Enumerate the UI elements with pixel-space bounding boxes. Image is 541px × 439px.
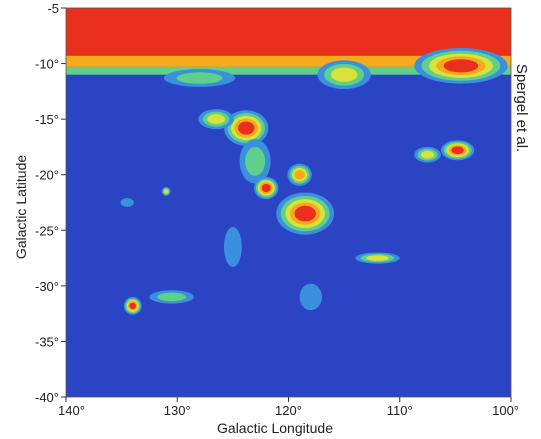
cloud-level-1: [120, 198, 134, 207]
y-tick-label: -10°: [35, 57, 59, 72]
cloud-level-3: [330, 67, 358, 82]
x-tick-label: 110°: [387, 403, 413, 418]
y-tick-label: -35°: [35, 334, 59, 349]
cloud-filament-123-19: [239, 139, 271, 184]
cloud-level-1: [299, 283, 322, 311]
cloud-cloud-118-31: [299, 283, 322, 311]
y-tick-label: -5: [47, 1, 59, 16]
cloud-level-2: [176, 72, 223, 84]
cloud-cloud-126-15: [198, 109, 234, 130]
cloud-cloud-119-20: [287, 163, 312, 186]
cloud-level-5: [443, 59, 479, 73]
cloud-level-2: [245, 147, 266, 176]
y-tick-label: -25°: [35, 223, 59, 238]
cloud-spot-131-21: [161, 186, 171, 196]
cloud-upper-left-filament: [163, 69, 236, 87]
cloud-filament-130-31: [149, 290, 194, 304]
y-axis: -5 -10° -15° -20° -25° -30° -35° -40°: [35, 1, 66, 405]
cloud-filament-125-26: [223, 226, 242, 267]
cloud-level-2: [157, 292, 187, 302]
x-axis-title: Galactic Longitude: [217, 420, 333, 436]
cloud-level-3: [420, 150, 435, 159]
x-axis: 140° 130° 120° 110° 100°: [58, 397, 519, 418]
cloud-cloud-105-18: [440, 140, 475, 161]
x-tick-label: 120°: [275, 403, 302, 418]
cloud-level-5: [294, 205, 316, 222]
plot-area: [65, 7, 512, 398]
credit-label: Spergel et al.: [513, 64, 530, 152]
cloud-level-5: [237, 121, 255, 135]
cloud-cloud-122-21: [254, 176, 279, 200]
x-tick-label: 100°: [492, 403, 519, 418]
cloud-level-5: [129, 302, 137, 310]
x-tick-label: 140°: [58, 403, 85, 418]
y-tick-label: -30°: [35, 279, 59, 294]
cloud-spot-134-22: [120, 198, 134, 207]
y-tick-label: -15°: [35, 112, 59, 127]
emission-band-0: [66, 8, 511, 56]
cloud-level-3: [163, 189, 169, 194]
emission-band-1: [66, 55, 511, 67]
x-tick-label: 130°: [164, 403, 191, 418]
cloud-filament-112-28: [355, 252, 400, 264]
cloud-level-3: [207, 114, 226, 125]
cloud-upper-right-extension: [414, 48, 508, 84]
cloud-cloud-118-23: [276, 192, 335, 235]
cloud-upper-mid-extension: [317, 60, 371, 90]
cloud-cloud-124-16: [223, 110, 269, 146]
y-axis-title: Galactic Latitude: [13, 155, 29, 259]
cloud-level-3: [366, 255, 389, 261]
y-tick-label: -20°: [35, 168, 59, 183]
cloud-cloud-108-18: [414, 146, 441, 163]
cloud-cloud-134-32: [123, 296, 142, 315]
emission-band-2: [66, 66, 511, 75]
y-tick-label: -40°: [35, 390, 59, 405]
cloud-level-5: [451, 146, 464, 154]
cloud-level-5: [261, 183, 271, 193]
cloud-level-1: [223, 226, 242, 267]
cloud-level-4: [294, 170, 305, 180]
